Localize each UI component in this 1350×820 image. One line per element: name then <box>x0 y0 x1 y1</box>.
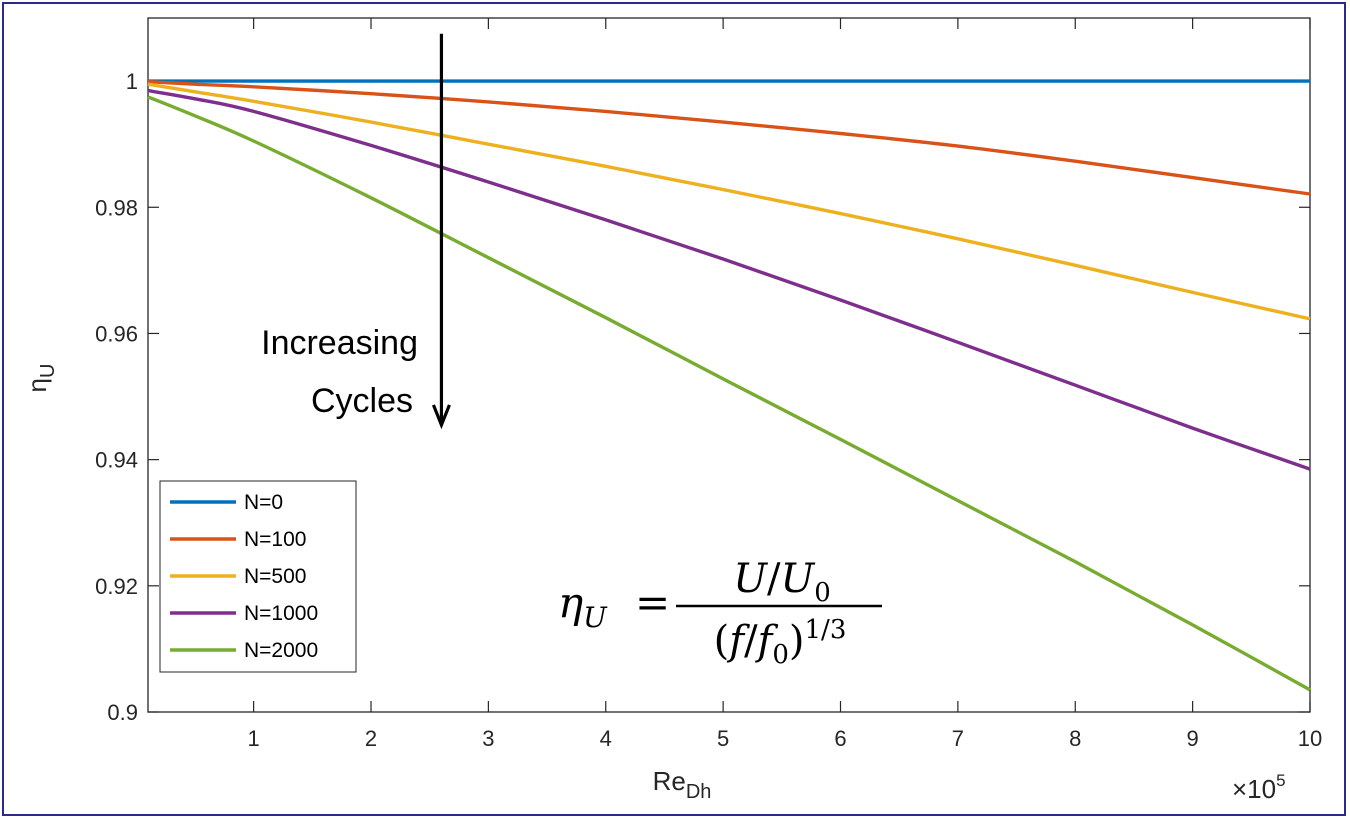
x-multiplier-base: ×10 <box>1232 774 1276 804</box>
y-tick-label: 0.96 <box>95 321 138 346</box>
y-tick-label: 0.94 <box>95 448 138 473</box>
legend-entry: N=0 <box>244 491 283 514</box>
series-lines <box>147 79 1311 692</box>
arrow-label-line2: Cycles <box>311 382 413 420</box>
y-axis-label-main: η <box>22 378 52 392</box>
legend-entry: N=2000 <box>244 639 318 662</box>
y-tick-label: 1 <box>126 69 138 94</box>
equation-eta: η <box>558 578 583 627</box>
y-ticks: 0.9 0.92 0.94 0.96 0.98 1 <box>95 69 1310 725</box>
x-tick-label: 10 <box>1298 726 1322 751</box>
y-axis-label-sub: U <box>37 364 59 378</box>
x-tick-label: 4 <box>600 726 612 751</box>
num-u0: U <box>780 556 815 602</box>
x-tick-label: 7 <box>952 726 964 751</box>
legend-entry: N=500 <box>244 565 306 588</box>
x-ticks: 1 2 3 4 5 6 7 8 9 10 <box>248 18 1322 751</box>
series-line-n-100 <box>147 80 1311 196</box>
x-tick-label: 1 <box>248 726 260 751</box>
den-open: ( <box>714 618 730 664</box>
legend-entry: N=1000 <box>244 602 318 625</box>
den-f0-sub: 0 <box>772 640 789 670</box>
num-slash: / <box>767 556 781 602</box>
y-axis-label: ηU <box>22 364 59 393</box>
den-close: ) <box>789 618 805 664</box>
den-exp: 1/3 <box>805 615 847 645</box>
y-tick-label: 0.92 <box>95 574 138 599</box>
x-multiplier: ×105 <box>1232 771 1286 804</box>
num-u0-sub: 0 <box>814 578 831 608</box>
x-axis-label-sub: Dh <box>686 781 712 803</box>
y-tick-label: 0.98 <box>95 195 138 220</box>
equation-equals: = <box>635 578 670 627</box>
equation: ηU = U/U0 (f/f0)1/3 <box>558 556 882 670</box>
x-axis-label-main: Re <box>653 766 686 796</box>
x-tick-label: 5 <box>717 726 729 751</box>
arrow-label-line1: Increasing <box>261 324 418 362</box>
arrow-head <box>431 404 451 430</box>
den-slash: / <box>744 618 758 664</box>
equation-eta-sub: U <box>583 601 608 634</box>
series-line-n-2000 <box>147 95 1311 692</box>
x-multiplier-exp: 5 <box>1276 771 1285 790</box>
legend: N=0 N=100 N=500 N=1000 N=2000 <box>159 480 357 673</box>
x-tick-label: 8 <box>1069 726 1081 751</box>
equation-denominator: (f/f0)1/3 <box>714 615 847 670</box>
x-tick-label: 6 <box>834 726 846 751</box>
num-u: U <box>733 556 768 602</box>
arrow-annotation: Increasing Cycles <box>261 33 451 430</box>
equation-numerator: U/U0 <box>733 556 830 608</box>
series-line-n-1000 <box>147 88 1311 471</box>
x-axis-label: ReDh <box>653 766 712 803</box>
equation-lhs: ηU <box>558 578 608 634</box>
y-tick-label: 0.9 <box>107 700 138 725</box>
x-tick-label: 2 <box>365 726 377 751</box>
x-tick-label: 9 <box>1187 726 1199 751</box>
legend-entry: N=100 <box>244 528 306 551</box>
x-tick-label: 3 <box>482 726 494 751</box>
series-line-n-500 <box>147 82 1311 321</box>
